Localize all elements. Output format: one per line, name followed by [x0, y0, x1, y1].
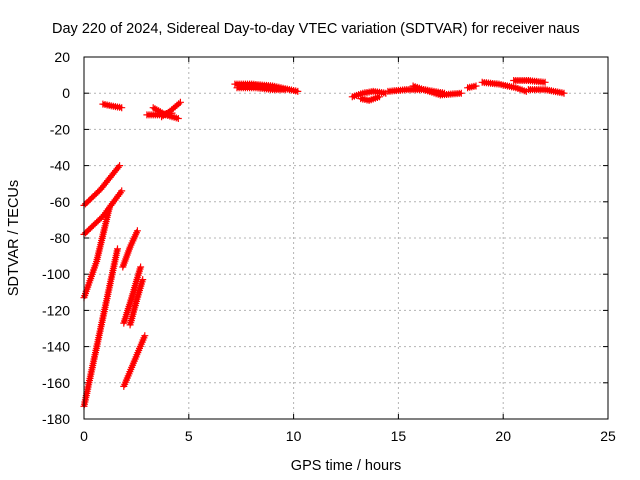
- data-series-track-8: [120, 332, 149, 390]
- grid-lines: [84, 57, 608, 419]
- series-markers: [158, 98, 184, 121]
- series-markers: [510, 77, 549, 86]
- x-tick-label: 25: [600, 428, 616, 444]
- data-series-track-18: [409, 82, 465, 99]
- series-markers: [126, 276, 147, 329]
- x-tick-label: 0: [80, 428, 88, 444]
- series-markers: [80, 245, 121, 410]
- data-series-track-4: [80, 245, 121, 410]
- data-series-track-1: [80, 162, 124, 209]
- y-tick-label: 0: [62, 85, 70, 101]
- series-markers: [99, 100, 126, 112]
- data-traces: [80, 77, 568, 410]
- x-axis-label: GPS time / hours: [291, 458, 401, 474]
- y-tick-label: -80: [50, 230, 70, 246]
- data-series-track-6: [120, 263, 145, 327]
- series-markers: [120, 263, 145, 327]
- chart-title: Day 220 of 2024, Sidereal Day-to-day VTE…: [52, 21, 580, 37]
- series-markers: [119, 227, 141, 271]
- data-series-track-9: [99, 100, 126, 112]
- x-tick-label: 20: [495, 428, 511, 444]
- y-tick-label: -40: [50, 158, 70, 174]
- series-markers: [409, 82, 465, 99]
- series-markers: [478, 78, 530, 95]
- series-markers: [357, 93, 383, 104]
- data-series-track-14: [233, 84, 289, 94]
- data-series-track-16: [357, 93, 383, 104]
- y-tick-label: -160: [42, 375, 70, 391]
- axis-ticks: 0 5 10 15 20 25 -180 -160 -140 -120 -100 -80 -60 -40 -…: [42, 49, 616, 444]
- data-series-track-3: [80, 205, 113, 302]
- data-series-track-20: [478, 78, 530, 95]
- data-series-track-7: [126, 276, 147, 329]
- data-series-track-22: [524, 86, 568, 97]
- data-series-track-19: [464, 82, 480, 92]
- y-tick-label: 20: [54, 49, 70, 65]
- data-series-track-21: [510, 77, 549, 86]
- x-tick-label: 5: [185, 428, 193, 444]
- y-tick-label: -100: [42, 266, 70, 282]
- x-tick-label: 10: [286, 428, 302, 444]
- y-tick-label: -60: [50, 194, 70, 210]
- y-axis-label: SDTVAR / TECUs: [6, 180, 22, 296]
- data-series-track-12: [158, 98, 184, 121]
- series-markers: [348, 87, 390, 101]
- y-tick-label: -20: [50, 121, 70, 137]
- y-tick-label: -180: [42, 411, 70, 427]
- series-markers: [464, 82, 480, 92]
- data-series-track-15: [348, 87, 390, 101]
- series-markers: [233, 84, 289, 94]
- x-tick-label: 15: [391, 428, 407, 444]
- y-tick-label: -140: [42, 339, 70, 355]
- series-markers: [524, 86, 568, 97]
- y-tick-label: -120: [42, 302, 70, 318]
- series-markers: [120, 332, 149, 390]
- data-series-track-5: [119, 227, 141, 271]
- plot-frame: [83, 56, 609, 420]
